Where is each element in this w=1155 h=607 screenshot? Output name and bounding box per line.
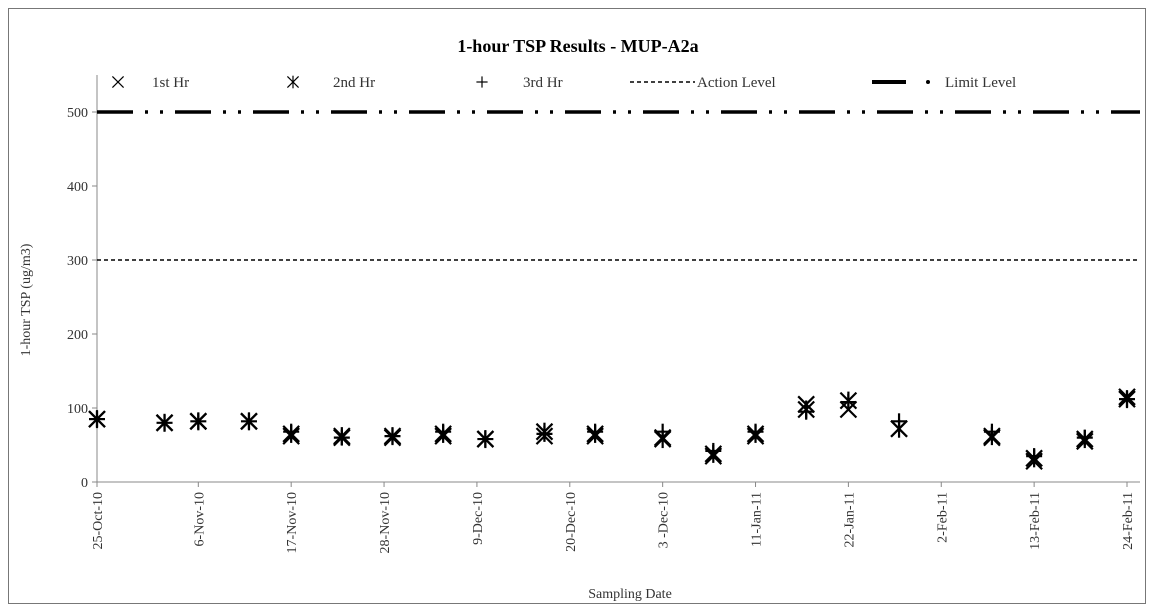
data-point-plus (798, 403, 815, 420)
x-tick-label: 17-Nov-10 (285, 492, 300, 553)
legend-label: 2nd Hr (333, 75, 375, 91)
chart-frame (8, 8, 1146, 604)
data-point-plus (1076, 429, 1093, 446)
legend-marker-plus (476, 76, 488, 88)
y-axis-label: 1-hour TSP (ug/m3) (19, 243, 34, 356)
data-point-plus (240, 413, 257, 430)
data-point-plus (89, 411, 105, 428)
y-tick-label: 200 (67, 328, 88, 343)
legend-item: 3rd Hr (476, 75, 563, 91)
x-tick-label: 2-Feb-11 (935, 492, 950, 543)
x-tick-label: 20-Dec-10 (564, 492, 579, 552)
data-point-plus (840, 394, 857, 411)
x-tick-label: 24-Feb-11 (1121, 492, 1136, 550)
data-point-plus (891, 413, 908, 430)
data-point-plus (1026, 448, 1043, 465)
data-point-plus (435, 423, 452, 440)
x-tick-label: 22-Jan-11 (842, 492, 857, 547)
legend-item: Action Level (630, 75, 776, 91)
data-point-plus (156, 414, 173, 431)
y-tick-label: 500 (67, 106, 88, 121)
legend-item: Limit Level (872, 75, 1016, 91)
data-point-plus (983, 423, 1000, 440)
y-tick-label: 400 (67, 180, 88, 195)
data-point-plus (705, 442, 722, 459)
chart-title: 1-hour TSP Results - MUP-A2a (457, 36, 698, 56)
data-point-plus (747, 423, 764, 440)
data-point-plus (587, 423, 604, 440)
x-tick-label: 25-Oct-10 (91, 492, 106, 550)
legend-label: 1st Hr (152, 75, 189, 91)
plot-area: 0 100 200 300 400 500 25-Oct-10 6-Nov-10 17-Nov-… (67, 75, 1140, 553)
x-axis-label: Sampling Date (588, 587, 672, 602)
data-point-plus (536, 425, 553, 442)
x-tick-label: 3 -Dec-10 (657, 492, 672, 548)
data-point-plus (384, 428, 401, 445)
y-tick-label: 300 (67, 254, 88, 269)
x-tick-label: 28-Nov-10 (378, 492, 393, 553)
data-point-plus (1119, 391, 1135, 408)
data-point-plus (190, 413, 207, 430)
x-tick-label: 6-Nov-10 (192, 492, 207, 546)
y-tick-label: 0 (81, 476, 88, 491)
legend-marker-asterisk (286, 75, 300, 89)
data-point-plus (654, 423, 671, 440)
legend: 1st Hr 2nd Hr 3rd Hr Action Level Limit Leve… (111, 75, 1016, 91)
data-point-plus (333, 429, 350, 446)
legend-label: 3rd Hr (523, 75, 563, 91)
legend-item: 2nd Hr (286, 75, 375, 91)
y-tick-label: 100 (67, 402, 88, 417)
x-tick-label: 11-Jan-11 (750, 492, 765, 547)
legend-item: 1st Hr (111, 75, 189, 91)
legend-label: Limit Level (945, 75, 1016, 91)
x-tick-label: 9-Dec-10 (471, 492, 486, 545)
legend-marker-x (111, 75, 125, 89)
data-point-plus (477, 431, 494, 448)
data-point-plus (283, 423, 300, 440)
legend-label: Action Level (697, 75, 776, 91)
x-tick-label: 13-Feb-11 (1028, 492, 1043, 550)
legend-dot (926, 80, 930, 84)
